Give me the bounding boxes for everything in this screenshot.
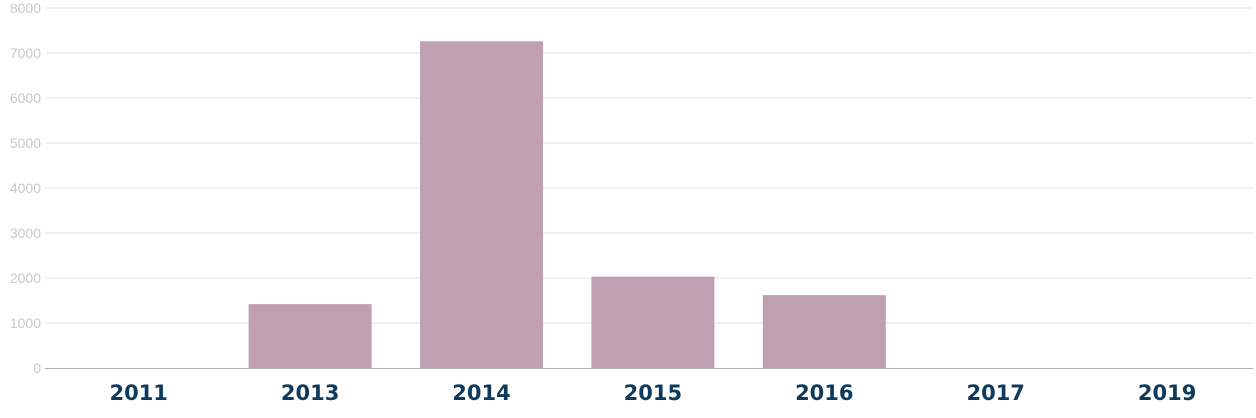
x-tick-label: 2019 [1138,381,1196,405]
bar-2013 [248,304,372,368]
y-tick-label: 6000 [10,90,41,106]
y-tick-label: 5000 [10,135,41,151]
y-tick-label: 8000 [10,0,41,16]
x-tick-label: 2016 [795,381,853,405]
x-axis-ticks: 2011 2013 2014 2015 2016 2017 2019 [109,381,1196,405]
y-tick-label: 0 [33,360,41,376]
y-tick-label: 4000 [10,180,41,196]
y-tick-label: 3000 [10,225,41,241]
y-tick-label: 7000 [10,45,41,61]
y-tick-label: 1000 [10,315,41,331]
gridlines [45,7,1253,324]
bars [248,41,886,369]
x-tick-label: 2017 [966,381,1024,405]
y-axis-ticks: 0 1000 2000 3000 4000 5000 6000 7000 8000 [10,0,41,376]
x-tick-label: 2014 [452,381,510,405]
bar-2015 [591,276,715,368]
y-tick-label: 2000 [10,270,41,286]
bar-2016 [762,295,886,368]
x-tick-label: 2011 [109,381,167,405]
x-tick-label: 2013 [281,381,339,405]
bar-2014 [420,41,543,369]
x-tick-label: 2015 [624,381,682,405]
